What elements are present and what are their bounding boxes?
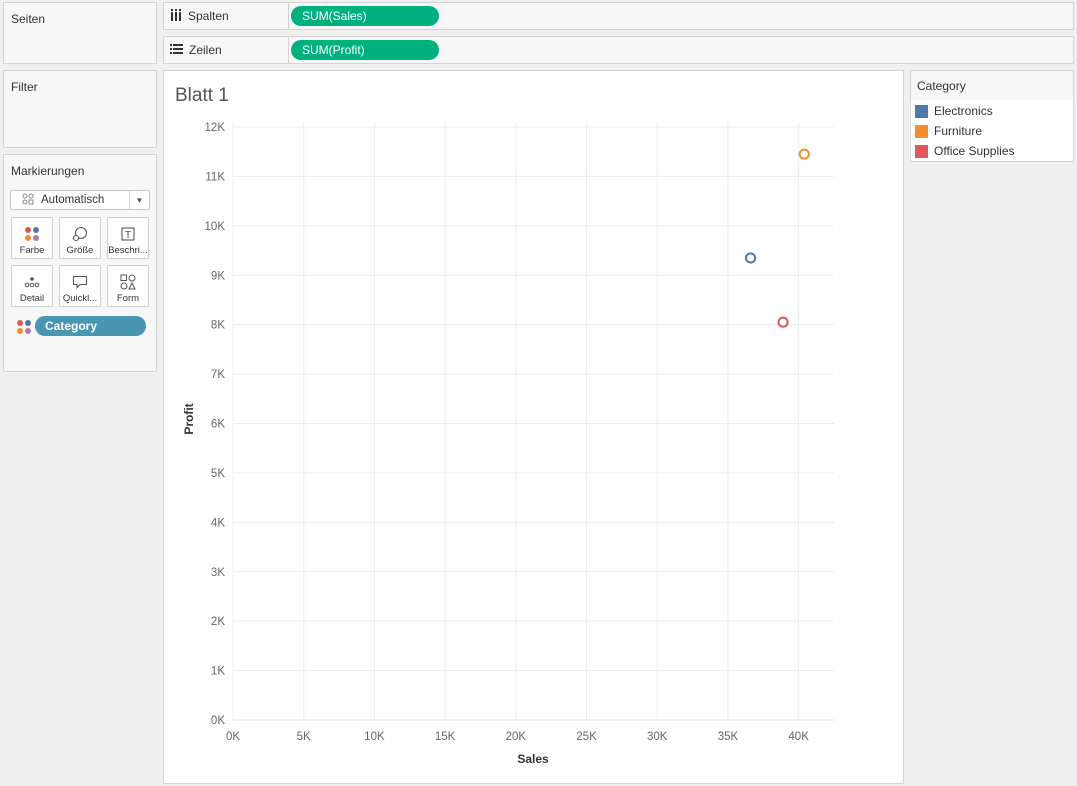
y-tick-label: 5K <box>211 468 225 480</box>
x-tick-label: 30K <box>647 731 668 743</box>
y-tick-label: 9K <box>211 270 225 282</box>
y-tick-label: 4K <box>211 517 225 529</box>
x-tick-label: 25K <box>576 731 597 743</box>
x-tick-label: 15K <box>435 731 456 743</box>
pages-card[interactable]: Seiten <box>3 2 157 64</box>
columns-shelf-label: Spalten <box>170 3 289 29</box>
x-tick-label: 20K <box>506 731 527 743</box>
y-tick-label: 12K <box>205 122 226 134</box>
chevron-down-icon[interactable]: ▼ <box>129 191 149 209</box>
rows-shelf[interactable]: Zeilen SUM(Profit) <box>163 36 1074 64</box>
size-button[interactable]: Größe <box>59 217 101 259</box>
legend-item[interactable]: Office Supplies <box>915 142 1015 160</box>
tooltip-button-label: Quickl... <box>62 293 98 304</box>
y-tick-label: 3K <box>211 567 225 579</box>
color-field-icon <box>16 319 32 338</box>
legend-item-label: Office Supplies <box>934 144 1015 158</box>
rows-label-text: Zeilen <box>189 43 222 57</box>
category-color-pill[interactable]: Category <box>35 316 146 336</box>
x-tick-label: 5K <box>297 731 311 743</box>
y-tick-label: 2K <box>211 616 225 628</box>
filters-card[interactable]: Filter <box>3 70 157 148</box>
marks-title: Markierungen <box>11 164 85 178</box>
legend-swatch <box>915 124 928 138</box>
mark-type-value: Automatisch <box>41 194 105 206</box>
columns-shelf[interactable]: Spalten SUM(Sales) <box>163 2 1074 30</box>
y-tick-label: 8K <box>211 320 225 332</box>
x-tick-label: 35K <box>718 731 739 743</box>
shape-button[interactable]: Form <box>107 265 149 307</box>
tooltip-button[interactable]: Quickl... <box>59 265 101 307</box>
worksheet: Blatt 1 0K 1K 2K 3K 4K 5K 6K 7K 8K 9K 10K 11K 12K 0K 5… <box>163 70 904 784</box>
label-icon: T <box>108 223 148 245</box>
marks-card: Markierungen Automatisch ▼ Farbe Größe T… <box>3 154 157 372</box>
tooltip-icon <box>60 271 100 293</box>
legend-item[interactable]: Electronics <box>915 102 993 120</box>
y-tick-label: 1K <box>211 666 225 678</box>
mark-type-dropdown[interactable]: Automatisch ▼ <box>10 190 150 210</box>
y-tick-label: 11K <box>205 171 225 183</box>
y-axis-title: Profit <box>182 403 196 434</box>
detail-icon <box>12 271 52 293</box>
filters-title: Filter <box>11 80 38 94</box>
y-tick-label: 6K <box>211 419 225 431</box>
color-button-label: Farbe <box>19 245 45 256</box>
legend-swatch <box>915 144 928 158</box>
shape-icon <box>108 271 148 293</box>
data-point[interactable] <box>798 148 810 160</box>
legend-title: Category <box>911 71 1073 100</box>
color-icon <box>12 223 52 245</box>
y-tick-label: 10K <box>205 221 226 233</box>
rows-icon <box>170 43 183 57</box>
automatic-icon <box>22 193 36 208</box>
sum-profit-pill[interactable]: SUM(Profit) <box>291 40 439 60</box>
y-tick-label: 7K <box>211 369 225 381</box>
legend-item-label: Electronics <box>934 104 993 118</box>
data-point[interactable] <box>744 252 757 264</box>
color-button[interactable]: Farbe <box>11 217 53 259</box>
size-button-label: Größe <box>66 245 94 256</box>
detail-button-label: Detail <box>19 293 45 304</box>
sum-sales-pill[interactable]: SUM(Sales) <box>291 6 439 26</box>
svg-text:T: T <box>125 230 131 241</box>
sheet-title[interactable]: Blatt 1 <box>175 85 229 106</box>
rows-shelf-label: Zeilen <box>170 37 289 63</box>
data-point[interactable] <box>777 316 789 328</box>
legend-swatch <box>915 104 928 118</box>
label-button-label: Beschri... <box>108 245 148 256</box>
x-tick-label: 0K <box>226 731 240 743</box>
detail-button[interactable]: Detail <box>11 265 53 307</box>
x-axis-title: Sales <box>517 752 549 766</box>
category-legend[interactable]: Category Electronics Furniture Office Su… <box>910 70 1074 162</box>
y-tick-label: 0K <box>211 715 225 727</box>
size-icon <box>60 223 100 245</box>
scatter-chart: 0K 1K 2K 3K 4K 5K 6K 7K 8K 9K 10K 11K 12K 0K 5K 10K 15K 2… <box>182 122 834 766</box>
legend-item[interactable]: Furniture <box>915 122 982 140</box>
columns-label-text: Spalten <box>188 9 229 23</box>
x-tick-label: 40K <box>788 731 809 743</box>
columns-icon <box>170 8 182 24</box>
legend-item-label: Furniture <box>934 124 983 138</box>
pages-title: Seiten <box>11 12 46 26</box>
label-button[interactable]: T Beschri... <box>107 217 149 259</box>
shape-button-label: Form <box>116 293 140 304</box>
x-tick-label: 10K <box>364 731 385 743</box>
